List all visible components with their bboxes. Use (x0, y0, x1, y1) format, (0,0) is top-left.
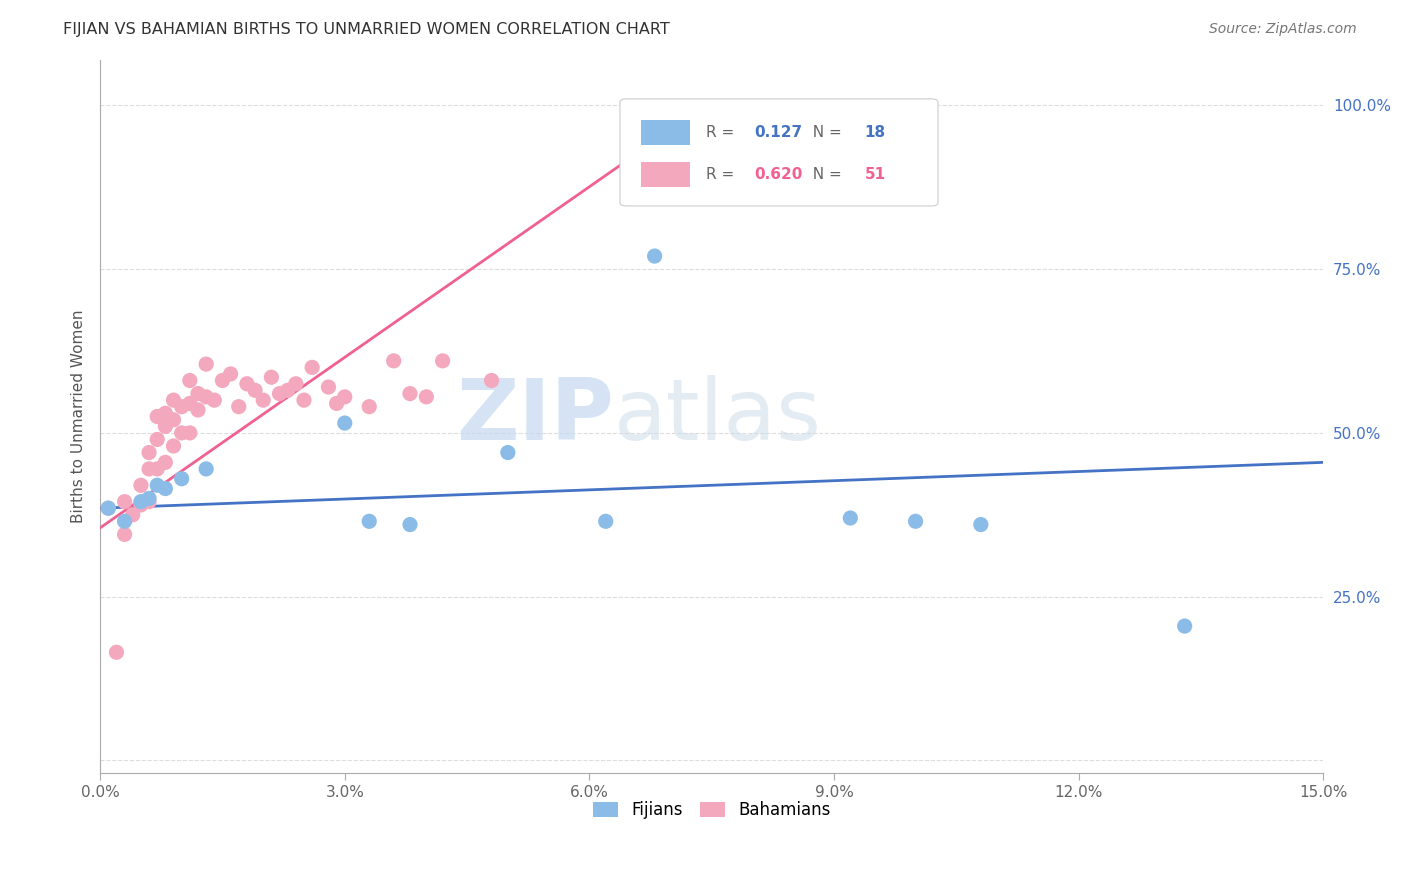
Point (260, 370, 283, 384)
Point (114, 527, 136, 541)
Point (195, 390, 218, 404)
Point (146, 433, 169, 447)
Point (146, 409, 169, 424)
Text: FIJIAN VS BAHAMIAN BIRTHS TO UNMARRIED WOMEN CORRELATION CHART: FIJIAN VS BAHAMIAN BIRTHS TO UNMARRIED W… (63, 22, 671, 37)
Point (195, 462, 218, 476)
Point (170, 425, 193, 440)
Point (243, 384, 266, 398)
Point (155, 455, 177, 469)
Point (202, 393, 225, 408)
Text: N =: N = (803, 167, 846, 182)
Point (138, 494, 160, 508)
Point (170, 400, 193, 414)
Point (970, 517, 993, 532)
Point (359, 514, 381, 528)
Point (481, 374, 503, 388)
Point (97, 501, 120, 516)
Point (162, 439, 184, 453)
Text: atlas: atlas (614, 375, 823, 458)
Text: 0.620: 0.620 (755, 167, 803, 182)
Point (301, 360, 323, 375)
Point (839, 511, 862, 525)
Text: Source: ZipAtlas.com: Source: ZipAtlas.com (1209, 22, 1357, 37)
Point (155, 406, 177, 420)
Point (155, 482, 177, 496)
Point (325, 396, 347, 410)
Point (904, 514, 927, 528)
Point (179, 396, 201, 410)
Point (1174, 619, 1197, 633)
Point (138, 462, 160, 476)
Point (162, 413, 184, 427)
Point (252, 393, 274, 408)
Point (138, 491, 160, 506)
Point (121, 508, 143, 522)
Point (382, 354, 405, 368)
Y-axis label: Births to Unmarried Women: Births to Unmarried Women (72, 310, 86, 524)
Point (333, 416, 356, 430)
Point (236, 376, 259, 391)
Point (292, 393, 315, 408)
Point (162, 393, 184, 408)
Point (219, 367, 242, 381)
Text: 51: 51 (865, 167, 886, 182)
Point (129, 478, 152, 492)
Point (211, 374, 233, 388)
Point (105, 645, 128, 659)
Point (399, 517, 422, 532)
Point (146, 478, 169, 492)
Point (138, 445, 160, 459)
Point (146, 462, 169, 476)
Point (277, 384, 299, 398)
Point (269, 386, 291, 401)
Text: 18: 18 (865, 125, 886, 140)
Point (155, 419, 177, 434)
Point (114, 514, 136, 528)
Point (187, 403, 209, 417)
Bar (641, 161, 690, 187)
Point (170, 472, 193, 486)
Point (432, 354, 454, 368)
Point (97, 501, 120, 516)
Point (595, 514, 617, 528)
Point (359, 400, 381, 414)
Text: N =: N = (803, 125, 846, 140)
Point (114, 494, 136, 508)
Point (187, 386, 209, 401)
Point (644, 249, 666, 263)
Point (415, 390, 437, 404)
Point (129, 498, 152, 512)
Point (284, 376, 307, 391)
Point (318, 380, 340, 394)
Point (659, 131, 682, 145)
Point (195, 357, 218, 371)
Point (129, 494, 152, 508)
Legend: Fijians, Bahamians: Fijians, Bahamians (586, 795, 837, 826)
Bar (641, 120, 690, 145)
Point (333, 390, 356, 404)
Text: R =: R = (706, 167, 738, 182)
Text: 0.127: 0.127 (755, 125, 803, 140)
Text: ZIP: ZIP (456, 375, 614, 458)
Point (399, 386, 422, 401)
Point (228, 400, 250, 414)
Point (179, 374, 201, 388)
Text: R =: R = (706, 125, 738, 140)
Point (496, 445, 519, 459)
FancyBboxPatch shape (620, 99, 938, 206)
Point (179, 425, 201, 440)
